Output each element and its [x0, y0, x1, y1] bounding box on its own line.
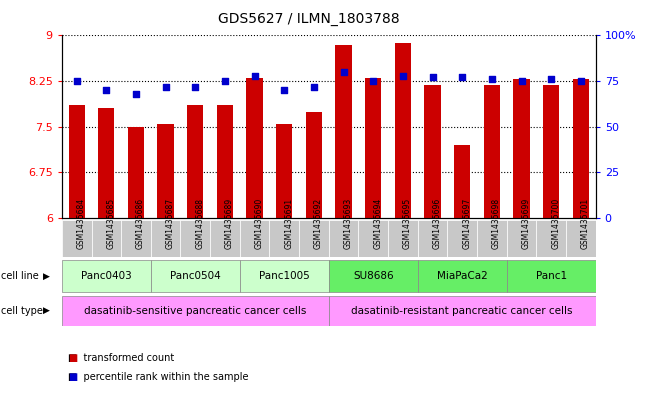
Point	[339, 69, 349, 75]
Text: dasatinib-resistant pancreatic cancer cells: dasatinib-resistant pancreatic cancer ce…	[352, 306, 573, 316]
Text: GSM1435696: GSM1435696	[432, 197, 441, 249]
Text: ■: ■	[68, 353, 77, 363]
Text: GSM1435700: GSM1435700	[551, 197, 560, 249]
Bar	[506, 220, 536, 257]
Text: Panc1005: Panc1005	[259, 271, 310, 281]
Bar	[484, 85, 500, 218]
Point	[516, 78, 527, 84]
Bar	[151, 260, 240, 292]
Text: GSM1435692: GSM1435692	[314, 198, 323, 249]
Text: cell line: cell line	[1, 271, 38, 281]
Text: ▶: ▶	[43, 307, 50, 315]
Bar	[92, 220, 121, 257]
Text: GSM1435697: GSM1435697	[462, 197, 471, 249]
Bar	[240, 220, 270, 257]
Bar	[210, 220, 240, 257]
Text: GSM1435695: GSM1435695	[403, 197, 412, 249]
Bar	[506, 260, 596, 292]
Text: GSM1435699: GSM1435699	[521, 197, 531, 249]
Text: GSM1435694: GSM1435694	[373, 197, 382, 249]
Text: cell type: cell type	[1, 306, 42, 316]
Point	[487, 76, 497, 83]
Text: GSM1435684: GSM1435684	[77, 198, 86, 249]
Text: ■  percentile rank within the sample: ■ percentile rank within the sample	[68, 372, 249, 382]
Bar	[329, 260, 418, 292]
Text: ▶: ▶	[43, 272, 50, 281]
Bar	[68, 105, 85, 218]
Bar	[454, 145, 471, 218]
Bar	[447, 220, 477, 257]
Point	[190, 83, 201, 90]
Bar	[536, 220, 566, 257]
Bar	[217, 105, 233, 218]
Bar	[158, 124, 174, 218]
Point	[160, 83, 171, 90]
Bar	[388, 220, 418, 257]
Bar	[128, 127, 144, 218]
Point	[72, 78, 82, 84]
Point	[279, 87, 290, 94]
Text: GSM1435698: GSM1435698	[492, 198, 501, 249]
Text: Panc0403: Panc0403	[81, 271, 132, 281]
Bar	[418, 260, 506, 292]
Bar	[187, 105, 204, 218]
Text: GSM1435685: GSM1435685	[106, 198, 115, 249]
Text: GSM1435701: GSM1435701	[581, 198, 590, 249]
Point	[427, 74, 437, 81]
Text: GSM1435688: GSM1435688	[195, 198, 204, 248]
Bar	[543, 85, 559, 218]
Bar	[573, 79, 589, 218]
Point	[457, 74, 467, 81]
Bar	[151, 220, 180, 257]
Text: ■  transformed count: ■ transformed count	[68, 353, 174, 363]
Bar	[477, 220, 506, 257]
Text: MiaPaCa2: MiaPaCa2	[437, 271, 488, 281]
Text: GSM1435686: GSM1435686	[136, 198, 145, 249]
Bar	[98, 108, 115, 218]
Bar	[306, 112, 322, 218]
Point	[575, 78, 586, 84]
Bar	[418, 220, 447, 257]
Point	[131, 91, 141, 97]
Point	[309, 83, 319, 90]
Point	[546, 76, 557, 83]
Bar	[365, 78, 381, 218]
Bar	[359, 220, 388, 257]
Text: Panc1: Panc1	[536, 271, 567, 281]
Point	[398, 72, 408, 79]
Bar	[395, 43, 411, 218]
Bar	[247, 78, 263, 218]
Bar	[566, 220, 596, 257]
Text: ■: ■	[68, 372, 77, 382]
Bar	[270, 220, 299, 257]
Bar	[276, 124, 292, 218]
Bar	[329, 220, 359, 257]
Bar	[240, 260, 329, 292]
Text: GSM1435693: GSM1435693	[344, 197, 353, 249]
Point	[220, 78, 230, 84]
Text: dasatinib-sensitive pancreatic cancer cells: dasatinib-sensitive pancreatic cancer ce…	[84, 306, 307, 316]
Text: GSM1435687: GSM1435687	[165, 198, 174, 249]
Bar	[329, 296, 596, 325]
Point	[368, 78, 378, 84]
Bar	[424, 85, 441, 218]
Text: SU8686: SU8686	[353, 271, 394, 281]
Bar	[62, 260, 151, 292]
Text: GDS5627 / ILMN_1803788: GDS5627 / ILMN_1803788	[219, 12, 400, 26]
Bar	[514, 79, 530, 218]
Text: Panc0504: Panc0504	[170, 271, 221, 281]
Bar	[62, 220, 92, 257]
Bar	[299, 220, 329, 257]
Text: GSM1435690: GSM1435690	[255, 197, 264, 249]
Point	[249, 72, 260, 79]
Bar	[121, 220, 151, 257]
Text: GSM1435691: GSM1435691	[284, 198, 293, 249]
Bar	[180, 220, 210, 257]
Text: GSM1435689: GSM1435689	[225, 198, 234, 249]
Bar	[335, 44, 352, 218]
Bar	[62, 296, 329, 325]
Point	[101, 87, 111, 94]
